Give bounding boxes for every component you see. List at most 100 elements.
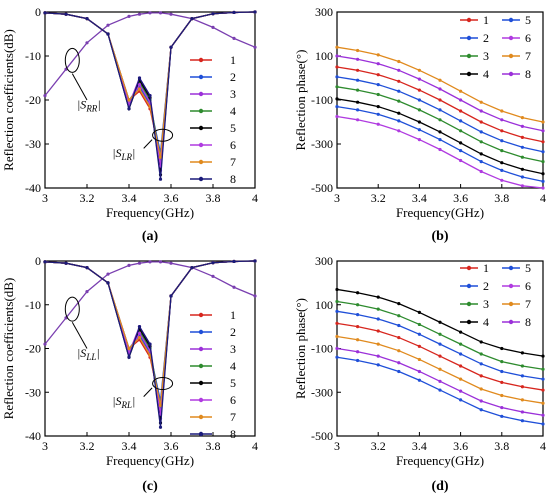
legend-marker xyxy=(198,431,204,437)
data-point xyxy=(211,261,215,265)
data-point xyxy=(106,32,110,36)
data-point xyxy=(397,119,401,123)
data-point xyxy=(479,408,483,412)
legend-label: 3 xyxy=(483,49,489,63)
data-point xyxy=(158,260,163,264)
data-point xyxy=(541,179,545,183)
legend-marker xyxy=(508,53,514,59)
data-point xyxy=(85,41,89,45)
data-point xyxy=(106,272,110,276)
series-line xyxy=(44,12,256,97)
series-line xyxy=(44,260,256,410)
data-point xyxy=(356,350,360,354)
data-point xyxy=(438,332,442,336)
data-point xyxy=(459,98,463,102)
legend-marker xyxy=(198,380,204,386)
data-point xyxy=(438,78,442,82)
legend-label: 8 xyxy=(230,427,236,441)
series-5 xyxy=(335,105,545,183)
legend-marker xyxy=(198,414,204,420)
data-point xyxy=(376,363,380,367)
panel-d: 3 3.2 3.4 3.6 3.8 4 300 100 -100 -300 -500 Frequenc… xyxy=(293,254,546,494)
data-point xyxy=(520,419,525,423)
data-point xyxy=(417,344,421,348)
series-3 xyxy=(43,259,257,421)
data-point xyxy=(85,290,89,294)
data-point xyxy=(438,388,442,392)
y-tick-label: -20 xyxy=(25,342,41,356)
data-point xyxy=(500,168,504,172)
y-tick-label: -300 xyxy=(311,137,333,151)
data-point xyxy=(137,335,142,340)
series-2 xyxy=(335,75,545,154)
series-line xyxy=(44,11,256,158)
series-co xyxy=(43,260,257,346)
legend-marker xyxy=(466,35,472,41)
data-point xyxy=(356,78,360,82)
legend-marker xyxy=(198,74,204,80)
data-point xyxy=(397,79,401,83)
legend-label: 5 xyxy=(525,261,531,275)
data-point xyxy=(232,36,236,41)
data-point xyxy=(459,149,463,153)
data-point xyxy=(335,105,339,109)
series-line xyxy=(44,11,256,167)
legend-marker xyxy=(466,319,472,325)
data-point xyxy=(459,129,463,133)
y-tick-label: 0 xyxy=(35,254,41,268)
data-point xyxy=(85,265,89,270)
data-point xyxy=(520,124,525,128)
data-point xyxy=(438,147,442,152)
data-point xyxy=(541,367,545,371)
data-point xyxy=(500,405,504,410)
data-point xyxy=(541,388,545,392)
legend-marker xyxy=(466,301,472,307)
x-axis-label: Frequency(GHz) xyxy=(396,205,484,220)
data-point xyxy=(520,410,525,414)
data-point xyxy=(190,17,194,21)
data-point xyxy=(335,75,339,79)
data-point xyxy=(438,379,442,383)
x-tick-label: 3.2 xyxy=(371,191,386,205)
data-point xyxy=(158,155,163,159)
data-point xyxy=(137,261,142,265)
annotation-label: |SRL| xyxy=(112,394,135,410)
annotation-label: |SRR| xyxy=(77,97,101,113)
legend-marker xyxy=(466,17,472,23)
x-tick-label: 3.6 xyxy=(453,439,468,453)
x-tick-label: 3.6 xyxy=(164,439,179,453)
panel-label: (b) xyxy=(431,229,448,244)
data-point xyxy=(397,349,401,353)
series-8 xyxy=(43,10,257,181)
data-point xyxy=(541,186,545,190)
data-point xyxy=(438,98,442,102)
data-point xyxy=(479,169,483,174)
annotation-label: |SLL| xyxy=(77,346,100,362)
legend: 1 5 2 6 3 7 4 8 xyxy=(460,13,531,81)
data-point xyxy=(376,342,380,346)
data-point xyxy=(541,377,545,381)
x-tick-label: 3 xyxy=(42,439,48,453)
data-point xyxy=(376,295,380,299)
data-point xyxy=(232,285,236,289)
data-point xyxy=(376,53,380,57)
panel-c: 3 3.2 3.4 3.6 3.8 4 0 -10 -20 -30 -40 Frequency(GHz… xyxy=(1,254,258,494)
y-tick-label: 100 xyxy=(315,49,333,63)
legend-label: 4 xyxy=(483,67,489,81)
data-point xyxy=(479,140,483,144)
legend-label: 3 xyxy=(483,297,489,311)
data-point xyxy=(148,260,152,264)
data-point xyxy=(169,12,173,16)
data-point xyxy=(148,11,152,15)
data-point xyxy=(397,369,401,374)
y-tick-label: -30 xyxy=(25,137,41,151)
legend-marker xyxy=(508,265,514,271)
data-point xyxy=(253,45,257,49)
data-point xyxy=(459,352,463,356)
data-point xyxy=(479,362,483,366)
data-point xyxy=(541,172,545,176)
y-tick-label: -500 xyxy=(311,181,333,195)
data-point xyxy=(335,355,339,359)
series-1 xyxy=(335,321,545,392)
